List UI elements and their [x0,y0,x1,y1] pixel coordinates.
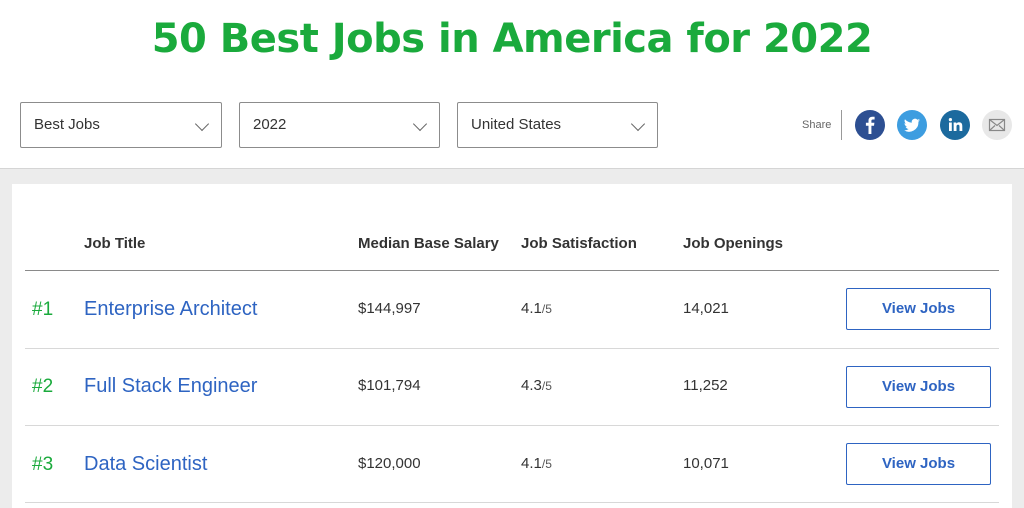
year-value: 2022 [253,116,287,133]
share-divider [841,110,842,140]
column-header-job-satisfaction: Job Satisfaction [521,235,637,252]
row-divider [25,425,999,426]
chevron-down-icon [630,116,646,132]
view-jobs-button[interactable]: View Jobs [846,366,991,408]
satisfaction-scale: /5 [541,302,552,316]
table-header-divider [25,270,999,271]
share-label: Share [802,119,832,131]
job-satisfaction: 4.3/5 [521,377,552,394]
email-icon[interactable] [982,110,1012,140]
row-divider [25,502,999,503]
chevron-down-icon [412,116,428,132]
column-header-job-title: Job Title [84,235,146,252]
column-header-median-base-salary: Median Base Salary [358,235,499,252]
satisfaction-score: 4.3 [521,377,542,394]
median-salary: $101,794 [358,377,421,394]
median-salary: $144,997 [358,300,421,317]
section-divider [0,168,1024,169]
chevron-down-icon [194,116,210,132]
job-title-link[interactable]: Data Scientist [84,453,208,475]
satisfaction-score: 4.1 [521,455,542,472]
job-rank: #1 [32,299,54,320]
job-rank: #3 [32,454,54,475]
satisfaction-scale: /5 [541,379,552,393]
job-title-link[interactable]: Full Stack Engineer [84,375,258,397]
job-satisfaction: 4.1/5 [521,300,552,317]
year-dropdown[interactable]: 2022 [239,102,440,148]
list-type-dropdown[interactable]: Best Jobs [20,102,222,148]
list-type-value: Best Jobs [34,116,100,133]
view-jobs-button[interactable]: View Jobs [846,443,991,485]
view-jobs-button[interactable]: View Jobs [846,288,991,330]
linkedin-icon[interactable] [940,110,970,140]
facebook-icon[interactable] [855,110,885,140]
job-openings: 11,252 [683,377,728,394]
job-satisfaction: 4.1/5 [521,455,552,472]
job-openings: 14,021 [683,300,729,317]
country-dropdown[interactable]: United States [457,102,658,148]
median-salary: $120,000 [358,455,421,472]
column-header-job-openings: Job Openings [683,235,784,252]
job-openings: 10,071 [683,455,729,472]
job-title-link[interactable]: Enterprise Architect [84,298,258,320]
page-title: 50 Best Jobs in America for 2022 [151,16,873,62]
jobs-table-card [12,184,1012,508]
job-rank: #2 [32,376,54,397]
satisfaction-score: 4.1 [521,300,542,317]
satisfaction-scale: /5 [541,457,552,471]
row-divider [25,348,999,349]
country-value: United States [471,116,562,133]
twitter-icon[interactable] [897,110,927,140]
